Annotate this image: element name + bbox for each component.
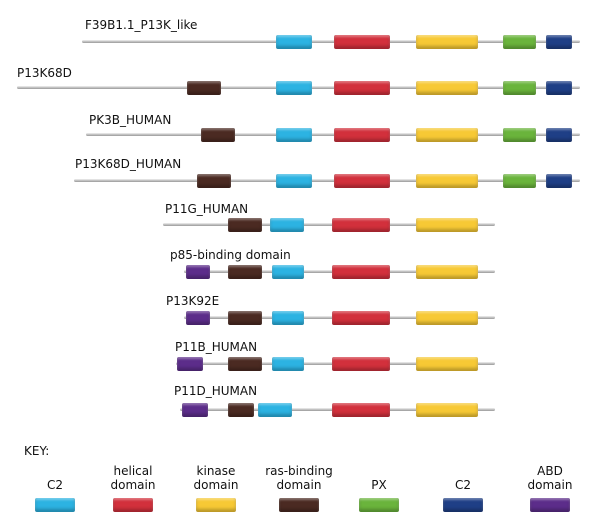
key-label-line2: PX (371, 478, 387, 492)
key-label-line2: domain (193, 478, 239, 492)
c2-domain (276, 172, 312, 188)
key-label-line1: ras-binding (265, 464, 333, 478)
abd-domain (186, 263, 210, 279)
protein-backbone (82, 40, 580, 43)
protein-label: P13K68D (17, 66, 72, 80)
protein-label: F39B1.1_P13K_like (85, 18, 198, 32)
c2-domain (272, 263, 304, 279)
helical-domain (332, 355, 390, 371)
helical-domain (334, 126, 390, 142)
helical-domain (334, 79, 390, 95)
helical-domain (334, 33, 390, 49)
key-label-line1: ABD (537, 464, 563, 478)
key-swatch-abd (530, 496, 570, 512)
kinase-domain (416, 172, 478, 188)
kinase-domain (416, 126, 478, 142)
key-swatch-px (359, 496, 399, 512)
key-swatch-ras-binding (279, 496, 319, 512)
ras-binding-domain (201, 126, 235, 142)
key-item-px: PX (337, 464, 421, 512)
c2-domain (258, 401, 292, 417)
px-domain (503, 33, 536, 49)
key-item-abd-domain: ABD domain (508, 464, 592, 512)
key-label-line1: helical (113, 464, 153, 478)
key-label-line2: domain (110, 478, 156, 492)
protein-label: P11D_HUMAN (174, 384, 258, 398)
protein-label: p85-binding domain (170, 248, 291, 262)
abd-domain (177, 355, 203, 371)
key-label-line2: C2 (46, 478, 63, 492)
protein-label: PK3B_HUMAN (89, 113, 172, 127)
key-swatch-c2 (35, 496, 75, 512)
key-label-line1: kinase (196, 464, 236, 478)
kinase-domain (416, 33, 478, 49)
c2-domain (270, 216, 304, 232)
kinase-domain (416, 216, 478, 232)
kinase-domain (416, 355, 478, 371)
ras-binding-domain (228, 401, 254, 417)
protein-label: P11G_HUMAN (165, 202, 249, 216)
px-domain (503, 79, 536, 95)
key-item-helical-domain: helical domain (91, 464, 175, 512)
key-title: KEY: (24, 444, 50, 458)
key-item-ras-binding-domain: ras-binding domain (257, 464, 341, 512)
c2-domain (276, 79, 312, 95)
c2-domain (276, 33, 312, 49)
key-swatch-c2-navy (443, 496, 483, 512)
key-label-line2: domain (527, 478, 573, 492)
key-item-c2-navy: C2 (421, 464, 505, 512)
c2-domain (272, 309, 304, 325)
ras-binding-domain (197, 172, 231, 188)
c2-domain (276, 126, 312, 142)
ras-binding-domain (228, 309, 262, 325)
c2-navy-domain (546, 172, 572, 188)
kinase-domain (416, 309, 478, 325)
helical-domain (332, 263, 390, 279)
c2-domain (272, 355, 304, 371)
px-domain (503, 172, 536, 188)
c2-navy-domain (546, 126, 572, 142)
abd-domain (182, 401, 208, 417)
helical-domain (332, 216, 390, 232)
ras-binding-domain (228, 263, 262, 279)
kinase-domain (416, 263, 478, 279)
kinase-domain (416, 401, 478, 417)
key-label-line2: domain (276, 478, 322, 492)
helical-domain (334, 172, 390, 188)
helical-domain (332, 309, 390, 325)
protein-backbone (163, 223, 495, 226)
protein-label: P11B_HUMAN (175, 340, 258, 354)
c2-navy-domain (546, 79, 572, 95)
abd-domain (186, 309, 210, 325)
protein-label: P13K68D_HUMAN (75, 157, 182, 171)
helical-domain (332, 401, 390, 417)
key-swatch-helical (113, 496, 153, 512)
ras-binding-domain (228, 355, 262, 371)
ras-binding-domain (187, 79, 221, 95)
key-swatch-kinase (196, 496, 236, 512)
protein-backbone (86, 133, 580, 136)
key-item-kinase-domain: kinase domain (174, 464, 258, 512)
kinase-domain (416, 79, 478, 95)
protein-label: P13K92E (166, 294, 220, 308)
key-label-line2: C2 (454, 478, 471, 492)
key-item-c2: C2 (13, 464, 97, 512)
c2-navy-domain (546, 33, 572, 49)
protein-backbone (74, 179, 580, 182)
px-domain (503, 126, 536, 142)
ras-binding-domain (228, 216, 262, 232)
